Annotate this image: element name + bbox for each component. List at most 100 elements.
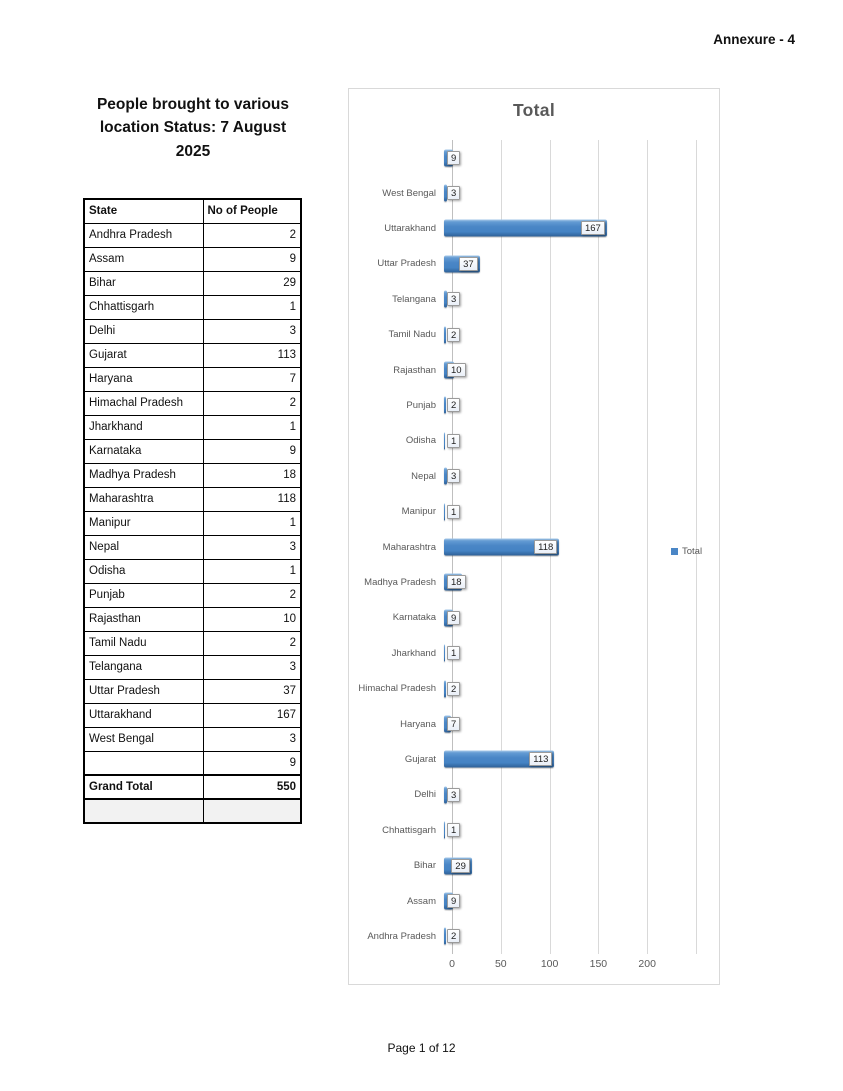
state-cell: Gujarat <box>83 342 204 368</box>
people-cell: 118 <box>202 486 302 512</box>
bar-value-label: 37 <box>459 256 478 271</box>
bar <box>444 538 560 556</box>
page-number: Page 1 of 12 <box>387 1041 456 1055</box>
bar <box>444 644 445 662</box>
chart-row: 9 <box>349 140 719 175</box>
state-cell: Odisha <box>83 558 204 584</box>
table-header-state: State <box>83 198 204 224</box>
category-label: Assam <box>406 895 436 907</box>
people-cell: 3 <box>202 534 302 560</box>
bar-value-label: 3 <box>447 292 461 307</box>
people-cell: 3 <box>202 654 302 680</box>
x-axis-tick-label: 200 <box>638 958 656 970</box>
bar-track: 1 <box>444 494 693 529</box>
state-cell: Nepal <box>83 534 204 560</box>
bar-track: 113 <box>444 742 693 777</box>
chart-row: Nepal 3 <box>349 459 719 494</box>
bar-value-label: 1 <box>447 433 461 448</box>
chart-row: West Bengal 3 <box>349 175 719 210</box>
category-label: Rajasthan <box>393 364 436 376</box>
people-cell: 113 <box>202 342 302 368</box>
table-header-row: State No of People <box>83 198 302 224</box>
category-label: Delhi <box>414 789 436 801</box>
bar-track: 2 <box>444 388 693 423</box>
chart-row: Chhattisgarh 1 <box>349 813 719 848</box>
people-cell: 29 <box>202 270 302 296</box>
grand-total-row: Grand Total 550 <box>83 774 302 800</box>
table-row: Bihar 29 <box>83 270 302 296</box>
bar-track: 29 <box>444 848 693 883</box>
people-cell: 1 <box>202 414 302 440</box>
empty-cell <box>202 798 302 824</box>
chart-row: Odisha 1 <box>349 423 719 458</box>
bar-value-label: 3 <box>447 186 461 201</box>
category-label: Maharashtra <box>382 541 436 553</box>
category-label: Odisha <box>405 435 436 447</box>
bar-value-label: 2 <box>447 681 461 696</box>
people-cell: 3 <box>202 318 302 344</box>
state-cell: Telangana <box>83 654 204 680</box>
bar-value-label: 113 <box>529 752 553 767</box>
people-cell: 18 <box>202 462 302 488</box>
chart-row: Uttarakhand 167 <box>349 211 719 246</box>
state-cell <box>83 750 204 776</box>
category-label: Jharkhand <box>391 647 436 659</box>
category-label: Telangana <box>392 293 436 305</box>
category-label: Uttar Pradesh <box>377 258 436 270</box>
chart-row: Karnataka 9 <box>349 600 719 635</box>
table-row: West Bengal 3 <box>83 726 302 752</box>
people-cell: 37 <box>202 678 302 704</box>
people-cell: 2 <box>202 390 302 416</box>
table-row: Jharkhand 1 <box>83 414 302 440</box>
state-cell: Tamil Nadu <box>83 630 204 656</box>
category-label: Manipur <box>401 506 436 518</box>
bar <box>444 432 445 450</box>
table-row: Tamil Nadu 2 <box>83 630 302 656</box>
table-row: Manipur 1 <box>83 510 302 536</box>
bar-track: 2 <box>444 671 693 706</box>
state-cell: Punjab <box>83 582 204 608</box>
state-cell: Bihar <box>83 270 204 296</box>
people-table: State No of People Andhra Pradesh 2 Assam 9… <box>83 198 302 824</box>
people-cell: 7 <box>202 366 302 392</box>
bar-value-label: 1 <box>447 646 461 661</box>
chart-row: Jharkhand 1 <box>349 636 719 671</box>
category-label: Andhra Pradesh <box>367 930 436 942</box>
gridline <box>598 140 600 954</box>
people-cell: 1 <box>202 558 302 584</box>
table-row: Haryana 7 <box>83 366 302 392</box>
people-cell: 2 <box>202 582 302 608</box>
table-row: Nepal 3 <box>83 534 302 560</box>
bar-value-label: 9 <box>447 610 461 625</box>
bar-track: 7 <box>444 706 693 741</box>
chart-row: Haryana 7 <box>349 706 719 741</box>
table-row: Uttar Pradesh 37 <box>83 678 302 704</box>
legend-marker-icon <box>671 548 678 555</box>
grand-total-label: Grand Total <box>83 774 204 800</box>
table-row: Andhra Pradesh 2 <box>83 222 302 248</box>
table-row: Delhi 3 <box>83 318 302 344</box>
bar-track: 3 <box>444 777 693 812</box>
table-row: Uttarakhand 167 <box>83 702 302 728</box>
category-label: Bihar <box>413 860 436 872</box>
bar-track: 2 <box>444 317 693 352</box>
category-label: West Bengal <box>382 187 436 199</box>
table-row: Maharashtra 118 <box>83 486 302 512</box>
bar <box>444 290 447 308</box>
chart-legend: Total <box>671 546 702 557</box>
bar-value-label: 3 <box>447 469 461 484</box>
bar-value-label: 10 <box>447 363 466 378</box>
grand-total-value: 550 <box>202 774 302 800</box>
state-cell: Himachal Pradesh <box>83 390 204 416</box>
category-label: Karnataka <box>392 612 436 624</box>
state-cell: West Bengal <box>83 726 204 752</box>
people-cell: 3 <box>202 726 302 752</box>
category-label: Tamil Nadu <box>388 329 436 341</box>
bar-value-label: 29 <box>451 858 470 873</box>
state-cell: Uttar Pradesh <box>83 678 204 704</box>
state-cell: Rajasthan <box>83 606 204 632</box>
table-row: Odisha 1 <box>83 558 302 584</box>
bar-chart: Total Total 9 West Bengal 3 Uttarakhand 167 U… <box>348 88 720 985</box>
bar-track: 2 <box>444 919 693 954</box>
